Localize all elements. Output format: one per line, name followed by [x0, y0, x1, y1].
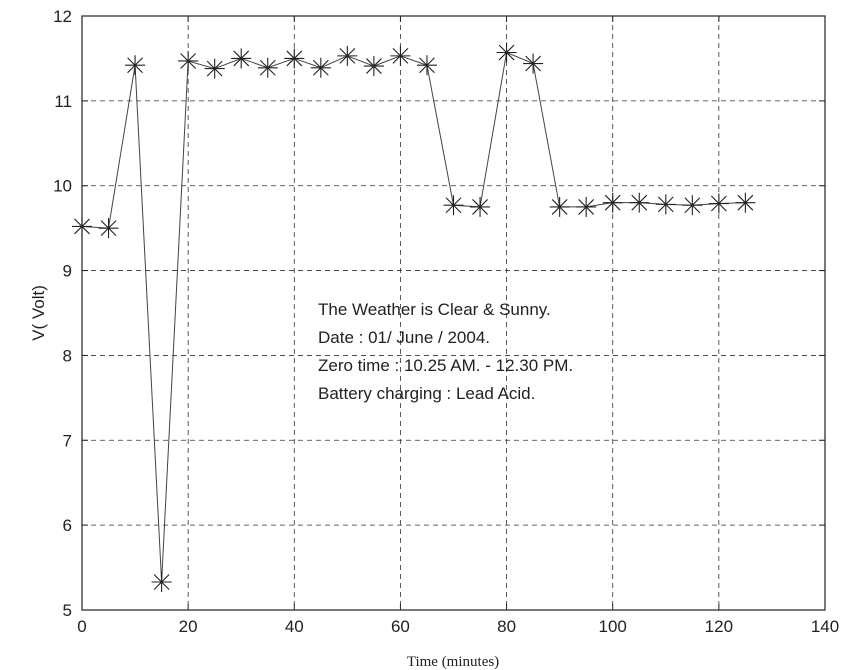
data-point-marker	[735, 192, 756, 213]
annotation-weather: The Weather is Clear & Sunny.	[318, 300, 551, 319]
data-point-marker	[284, 48, 305, 69]
annotation-battery: Battery charging : Lead Acid.	[318, 384, 535, 403]
data-point-marker	[337, 45, 358, 66]
annotation-date: Date : 01/ June / 2004.	[318, 328, 490, 347]
y-tick-label: 11	[54, 92, 72, 111]
y-axis-label: V( Volt)	[29, 285, 48, 341]
data-point-marker	[602, 192, 623, 213]
data-point-marker	[390, 45, 411, 66]
data-point-marker	[549, 196, 570, 217]
axis-ticks: 0 20 40 60 80 100 120 140 5 6 7 8 9 10 11 12	[53, 7, 839, 636]
data-point-marker	[576, 196, 597, 217]
x-tick-label: 0	[77, 617, 86, 636]
data-point-marker	[98, 218, 119, 239]
data-point-marker	[231, 48, 252, 69]
data-point-marker	[204, 58, 225, 79]
data-point-marker	[72, 216, 92, 237]
data-point-marker	[496, 42, 517, 63]
x-tick-label: 20	[179, 617, 198, 636]
data-point-marker	[151, 571, 172, 592]
y-tick-label: 9	[63, 262, 72, 281]
series	[72, 42, 756, 592]
y-tick-label: 10	[53, 177, 72, 196]
y-tick-label: 5	[63, 601, 72, 620]
data-point-marker	[257, 57, 278, 78]
y-tick-label: 6	[63, 516, 72, 535]
data-point-marker	[178, 50, 199, 71]
data-point-marker	[470, 196, 491, 217]
y-tick-label: 7	[63, 431, 72, 450]
x-tick-label: 120	[705, 617, 733, 636]
data-point-marker	[708, 193, 729, 214]
x-axis-label: Time (minutes)	[407, 654, 499, 670]
x-tick-label: 60	[391, 617, 410, 636]
data-point-marker	[629, 192, 650, 213]
annotation-zero-time: Zero time : 10.25 AM. - 12.30 PM.	[318, 356, 573, 375]
x-tick-label: 140	[811, 617, 839, 636]
x-tick-label: 40	[285, 617, 304, 636]
data-point-marker	[682, 195, 703, 216]
y-tick-label: 12	[53, 7, 72, 26]
data-point-marker	[416, 55, 437, 76]
data-point-marker	[125, 55, 146, 76]
annotation-block: The Weather is Clear & Sunny. Date : 01/…	[318, 300, 573, 403]
data-point-marker	[363, 56, 384, 77]
x-tick-label: 80	[497, 617, 516, 636]
data-point-marker	[523, 53, 544, 74]
data-point-marker	[310, 57, 331, 78]
data-point-marker	[655, 194, 676, 215]
x-tick-label: 100	[599, 617, 627, 636]
data-point-marker	[443, 195, 464, 216]
grid	[82, 16, 825, 610]
y-tick-label: 8	[63, 346, 72, 365]
plot-frame	[81, 15, 826, 611]
